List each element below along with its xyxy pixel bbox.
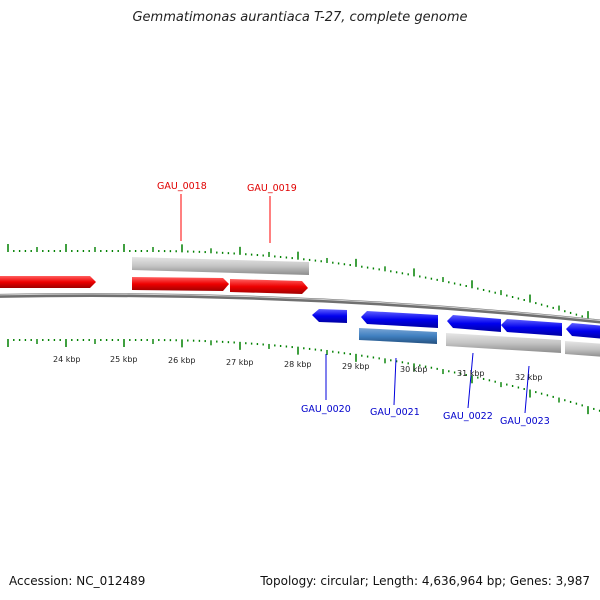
scale-label-28-kbp: 28 kbp — [284, 360, 312, 369]
scale-label-30-kbp: 30 kbp — [400, 365, 428, 374]
reverse-gene-arrow-gau-0021 — [361, 311, 438, 328]
reverse-gene-arrow-gau-0022 — [447, 315, 501, 332]
pseudo-gene-bar — [446, 333, 561, 353]
genome-backbone-line — [0, 293, 600, 324]
gene-label-gau-0021: GAU_0021 — [370, 407, 420, 418]
gene-label-gau-0022: GAU_0022 — [443, 411, 493, 422]
forward-gene-arrow-gau-0018 — [132, 277, 229, 291]
gene-label-gau-0019: GAU_0019 — [247, 183, 297, 194]
forward-gene-arrow — [0, 276, 96, 288]
reverse-gene-arrow — [566, 323, 600, 339]
scale-label-32-kbp: 32 kbp — [515, 373, 543, 382]
scale-label-25-kbp: 25 kbp — [110, 355, 138, 364]
genome-title: Gemmatimonas aurantiaca T-27, complete g… — [132, 10, 468, 25]
rna-gene-bar — [359, 328, 437, 344]
gene-label-gau-0023: GAU_0023 — [500, 416, 550, 427]
reverse-strand-tick-row — [7, 339, 600, 415]
reverse-gene-arrow-gau-0023 — [501, 319, 562, 336]
scale-label-31-kbp: 31 kbp — [457, 369, 485, 378]
genome-summary-text: Topology: circular; Length: 4,636,964 bp… — [260, 574, 590, 588]
accession-text: Accession: NC_012489 — [9, 574, 146, 588]
gene-label-connector — [524, 365, 530, 414]
pseudo-gene-bar — [565, 341, 600, 357]
scale-label-27-kbp: 27 kbp — [226, 358, 254, 367]
pseudo-gene-bar — [132, 257, 309, 275]
gene-label-gau-0020: GAU_0020 — [301, 404, 351, 415]
gene-label-connector — [393, 357, 397, 406]
gene-label-gau-0018: GAU_0018 — [157, 181, 207, 192]
scale-label-29-kbp: 29 kbp — [342, 362, 370, 371]
forward-gene-arrow-gau-0019 — [230, 279, 308, 294]
gene-label-connector — [467, 352, 474, 409]
scale-label-26-kbp: 26 kbp — [168, 356, 196, 365]
reverse-gene-arrow-gau-0020 — [312, 309, 347, 323]
scale-label-24-kbp: 24 kbp — [53, 355, 81, 364]
